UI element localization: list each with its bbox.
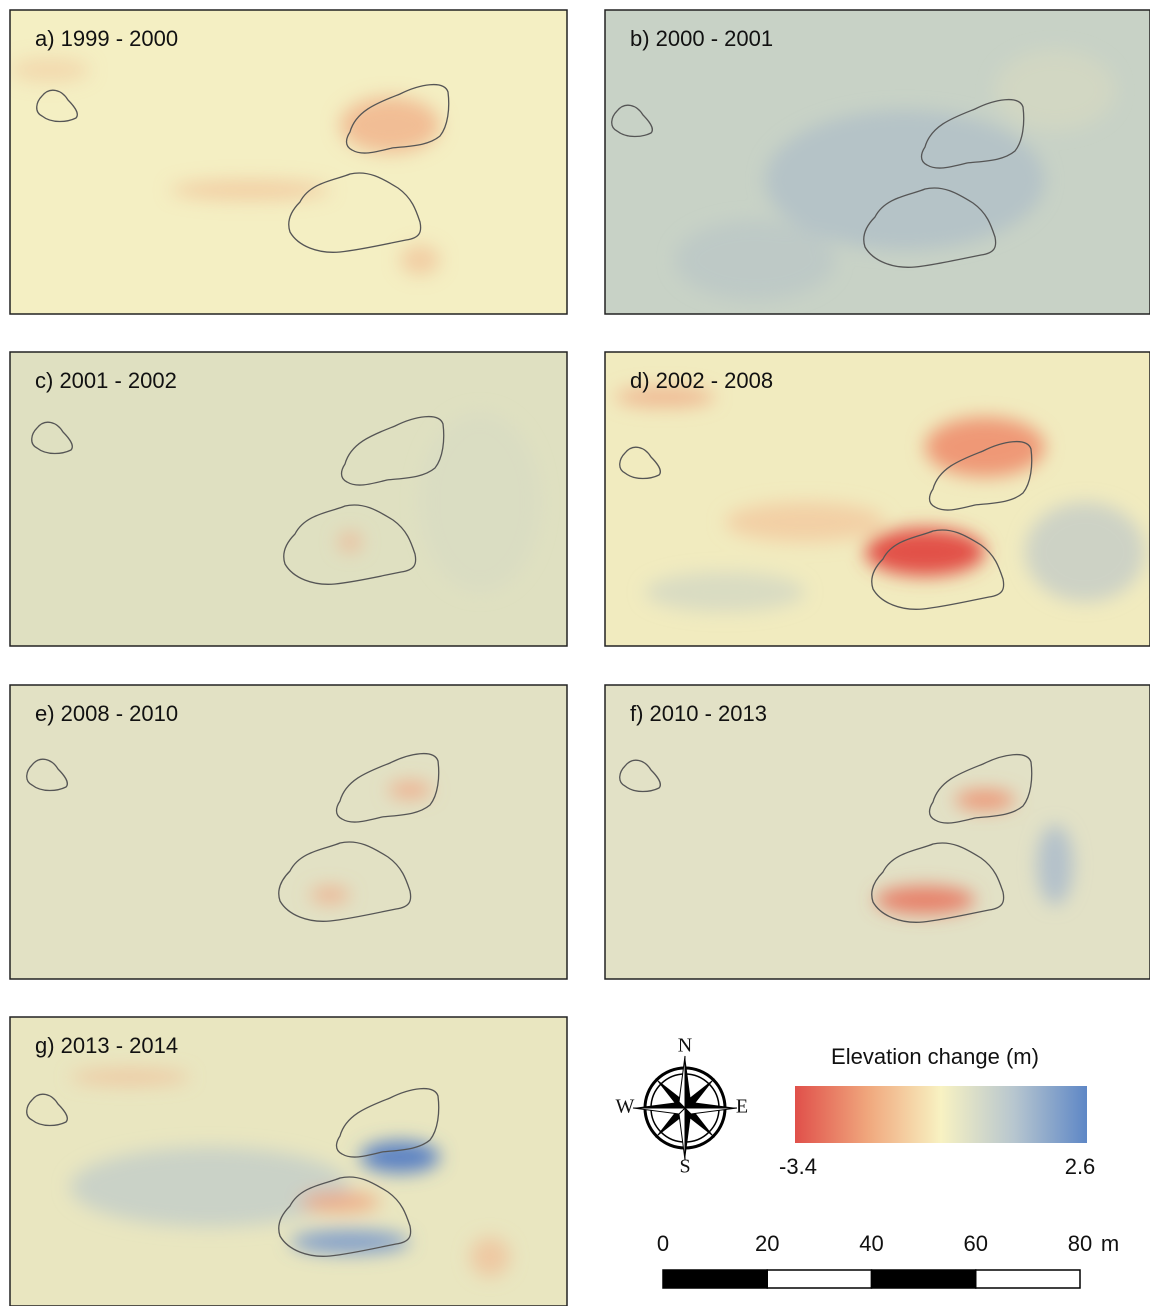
elevation-patch xyxy=(400,245,440,275)
elevation-patch xyxy=(340,97,440,153)
compass-n: N xyxy=(678,1035,692,1057)
map-background xyxy=(10,685,567,979)
elevation-patch xyxy=(995,50,1115,130)
map-panel xyxy=(10,685,567,979)
scale-segment xyxy=(976,1270,1080,1288)
legend-max: 2.6 xyxy=(1065,1154,1096,1179)
scale-tick-label: 80 xyxy=(1068,1231,1092,1256)
panel-label: f) 2010 - 2013 xyxy=(630,701,767,726)
compass-w: W xyxy=(616,1096,635,1118)
compass-s: S xyxy=(679,1156,690,1178)
panel-label: g) 2013 - 2014 xyxy=(35,1033,178,1058)
elevation-patch xyxy=(170,180,330,200)
map-background xyxy=(605,685,1150,979)
map-panel xyxy=(605,352,1150,646)
map-panel xyxy=(10,10,567,314)
elevation-patch xyxy=(645,572,805,612)
panel-label: b) 2000 - 2001 xyxy=(630,26,773,51)
panel-label: c) 2001 - 2002 xyxy=(35,368,177,393)
elevation-patch xyxy=(70,1147,350,1227)
panel-label: a) 1999 - 2000 xyxy=(35,26,178,51)
figure: N S W E Elevation change (m) -3.4 2.6 a)… xyxy=(0,0,1150,1306)
elevation-patch xyxy=(338,532,362,552)
scale-tick-label: 0 xyxy=(657,1231,669,1256)
colorbar xyxy=(795,1086,1087,1143)
scale-tick-label: 60 xyxy=(964,1231,988,1256)
scale-tick-label: 20 xyxy=(755,1231,779,1256)
panel-label: e) 2008 - 2010 xyxy=(35,701,178,726)
elevation-patch xyxy=(1037,825,1073,905)
compass-rose xyxy=(633,1056,737,1160)
scale-tick-label: 40 xyxy=(859,1231,883,1256)
elevation-patch xyxy=(388,782,432,798)
elevation-patch xyxy=(955,790,1015,810)
map-panel xyxy=(10,352,567,646)
elevation-patch xyxy=(470,1237,510,1277)
scale-segment xyxy=(767,1270,871,1288)
elevation-patch xyxy=(765,110,1045,250)
elevation-patch xyxy=(675,220,835,300)
elevation-patch xyxy=(875,886,975,914)
elevation-patch xyxy=(10,58,90,82)
elevation-patch xyxy=(725,502,885,542)
elevation-patch xyxy=(925,417,1045,477)
elevation-patch xyxy=(70,1069,190,1085)
legend-min: -3.4 xyxy=(779,1154,817,1179)
compass-e: E xyxy=(736,1096,748,1118)
scale-unit: m xyxy=(1101,1231,1119,1256)
scale-segment xyxy=(663,1270,767,1288)
map-panel xyxy=(605,685,1150,979)
panel-label: d) 2002 - 2008 xyxy=(630,368,773,393)
elevation-patch xyxy=(360,1141,440,1173)
map-background xyxy=(10,10,567,314)
map-panel xyxy=(10,1017,567,1306)
scale-segment xyxy=(872,1270,976,1288)
elevation-patch xyxy=(310,887,350,903)
elevation-patch xyxy=(1025,502,1145,602)
legend-title: Elevation change (m) xyxy=(831,1044,1039,1069)
map-panel xyxy=(605,10,1150,314)
elevation-patch xyxy=(300,1192,380,1212)
elevation-patch xyxy=(290,1230,410,1254)
elevation-patch xyxy=(420,412,540,592)
elevation-patch xyxy=(865,528,985,576)
